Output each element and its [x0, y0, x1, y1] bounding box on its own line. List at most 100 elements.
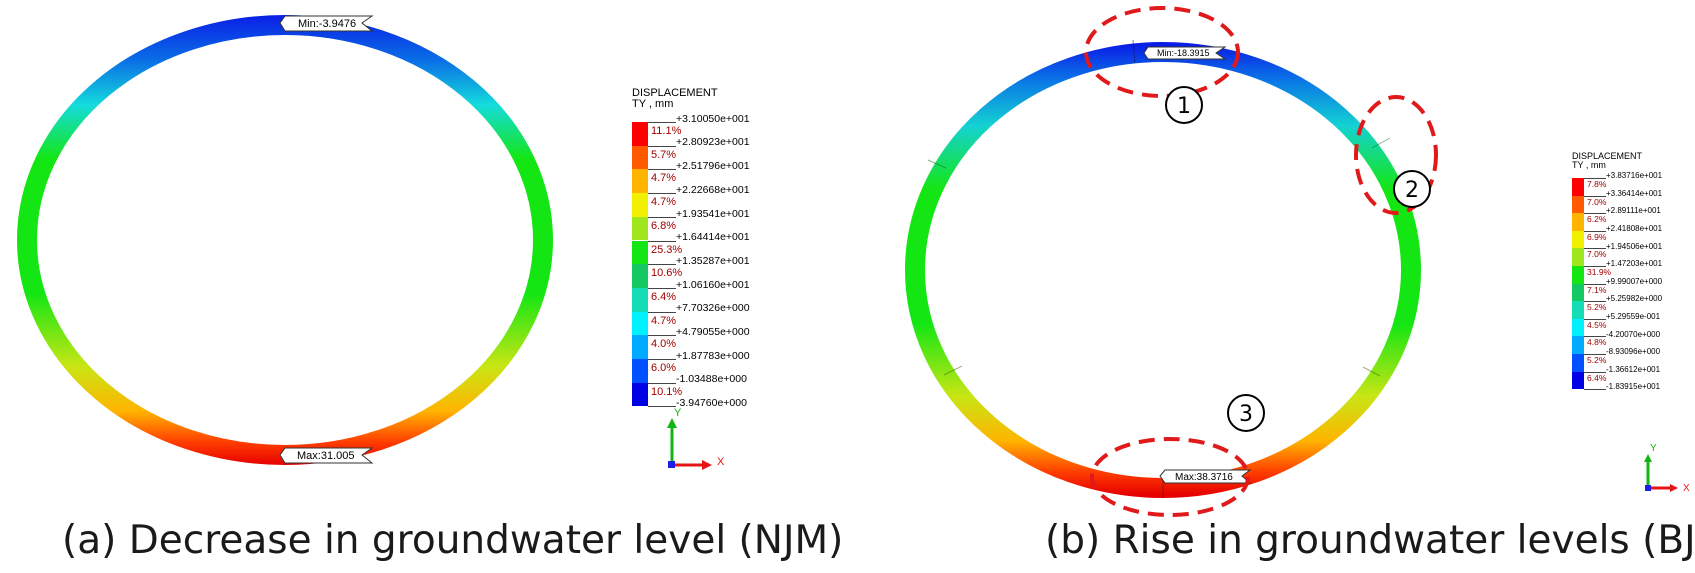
legend-bound-value: +7.70326e+000 [676, 302, 750, 315]
panel-b-ring [905, 39, 1421, 498]
legend-percent: 4.8% [1587, 337, 1607, 348]
panel-a-min-label: Min:-3.9476 [298, 18, 356, 30]
legend-tick [648, 287, 676, 289]
legend-swatch [1572, 195, 1584, 214]
legend-tick [648, 406, 676, 408]
legend-bound-value: +1.47203e+001 [1606, 259, 1663, 269]
marker-2-label: 2 [1405, 178, 1419, 203]
legend-bound-value: +3.36414e+001 [1606, 188, 1663, 198]
legend-percent: 7.8% [1587, 179, 1607, 189]
legend-bound-value: +1.93541e+001 [676, 207, 750, 220]
marker-3-label: 3 [1239, 402, 1253, 427]
highlight-ellipse-2 [1354, 95, 1438, 215]
y-axis-label-b: Y [1650, 443, 1657, 454]
panel-a-max-label: Max:31.005 [297, 450, 354, 462]
legend-swatch [1572, 213, 1584, 231]
y-axis-label: Y [674, 407, 682, 419]
legend-tick [1584, 318, 1606, 320]
legend-percent: 6.0% [651, 362, 677, 374]
legend-percent: 4.5% [1587, 319, 1607, 330]
legend-percent: 6.4% [651, 290, 677, 303]
legend-bound-value: +2.89111e+001 [1606, 206, 1661, 216]
legend-swatch [632, 169, 648, 194]
legend-percent: 4.7% [651, 314, 677, 327]
legend-bound-value: +2.80923e+001 [676, 136, 750, 149]
legend-swatch [632, 311, 648, 336]
panel-a-min-flag: Min:-3.9476 [279, 15, 374, 32]
legend-tick [648, 311, 676, 313]
legend-percent: 10.6% [651, 267, 683, 280]
legend-tick [1584, 213, 1606, 215]
legend-percent: 7.1% [1587, 284, 1607, 295]
legend-bound-value: +2.51796e+001 [676, 160, 750, 173]
legend-bound-value: +5.25982e+000 [1606, 294, 1663, 304]
legend-percent: 6.9% [1587, 231, 1607, 242]
legend-percent: 4.7% [651, 196, 677, 209]
legend-tick [648, 240, 676, 242]
legend-bound-value: -1.03488e+000 [676, 373, 747, 386]
legend-tick [648, 382, 676, 384]
legend-bound-value: -3.94760e+000 [676, 397, 747, 410]
legend-percent: 5.2% [1587, 355, 1607, 365]
panel-b-min-flag: Min:-18.3915 [1143, 46, 1227, 60]
legend-tick [1584, 195, 1606, 197]
highlight-ellipse-3 [1090, 437, 1250, 517]
legend-bound-value: +2.41808e+001 [1606, 224, 1663, 233]
legend-bound-value: +9.99007e+000 [1606, 276, 1663, 286]
legend-tick [648, 359, 676, 360]
legend-title: DISPLACEMENT TY , mm [1572, 151, 1643, 170]
legend-tick [1584, 371, 1606, 373]
legend-percent: 11.1% [651, 125, 682, 137]
legend-bound-value: -8.93096e+000 [1606, 347, 1661, 357]
legend-swatch [632, 287, 648, 312]
caption-a: (a) Decrease in groundwater level (NJM) [62, 518, 844, 563]
panel-a-max-flag: Max:31.005 [279, 447, 374, 464]
legend-percent: 31.9% [1587, 267, 1612, 277]
marker-1: 1 [1165, 86, 1203, 124]
legend-swatch [1572, 354, 1584, 372]
legend-percent: 5.7% [651, 148, 677, 161]
legend-percent: 25.3% [651, 243, 683, 256]
panel-a-ring [17, 15, 553, 465]
legend-swatch [632, 122, 648, 146]
legend-percent: 4.0% [651, 338, 677, 351]
legend-bound-value: +4.79055e+000 [676, 326, 750, 338]
legend-swatch [1572, 248, 1584, 266]
caption-b: (b) Rise in groundwater levels (BJM) [1045, 518, 1695, 563]
legend-tick [648, 335, 676, 337]
legend-title: DISPLACEMENT TY , mm [632, 87, 718, 110]
legend-swatch [1572, 266, 1584, 284]
marker-1-label: 1 [1177, 94, 1191, 119]
legend-percent: 6.8% [651, 219, 677, 232]
legend-bound-value: +3.83716e+001 [1606, 171, 1663, 181]
legend-percent: 5.2% [1587, 302, 1607, 313]
legend-swatch [632, 335, 648, 359]
legend-swatch [1572, 336, 1584, 354]
legend-tick [648, 216, 676, 218]
legend-tick [1584, 389, 1606, 391]
legend-bound-value: -1.36612e+001 [1606, 364, 1661, 374]
legend-tick [648, 145, 676, 147]
panel-b-min-label: Min:-18.3915 [1157, 48, 1210, 58]
legend-tick [648, 122, 676, 123]
marker-3: 3 [1227, 394, 1265, 432]
legend-percent: 10.1% [651, 385, 683, 398]
legend-swatch [632, 382, 648, 407]
legend-bound-value: -4.20070e+000 [1606, 329, 1661, 339]
x-axis-label-b: X [1683, 483, 1690, 494]
legend-bound-value: +1.06160e+001 [676, 278, 750, 291]
legend-tick [1584, 336, 1606, 338]
panel-a-axis-triad: Y X [667, 407, 725, 470]
legend-swatch [632, 264, 648, 288]
highlight-ellipse-1 [1084, 6, 1240, 98]
legend-bound-value: +3.10050e+001 [676, 112, 750, 125]
legend-swatch [1572, 178, 1584, 196]
x-axis-label: X [717, 456, 725, 468]
legend-percent: 6.4% [1587, 372, 1607, 383]
legend-swatch [1572, 230, 1584, 249]
legend-swatch [632, 193, 648, 217]
legend-bound-value: +2.22668e+001 [676, 183, 750, 196]
legend-bound-value: -1.83915e+001 [1606, 382, 1661, 392]
legend-swatch [632, 216, 648, 241]
